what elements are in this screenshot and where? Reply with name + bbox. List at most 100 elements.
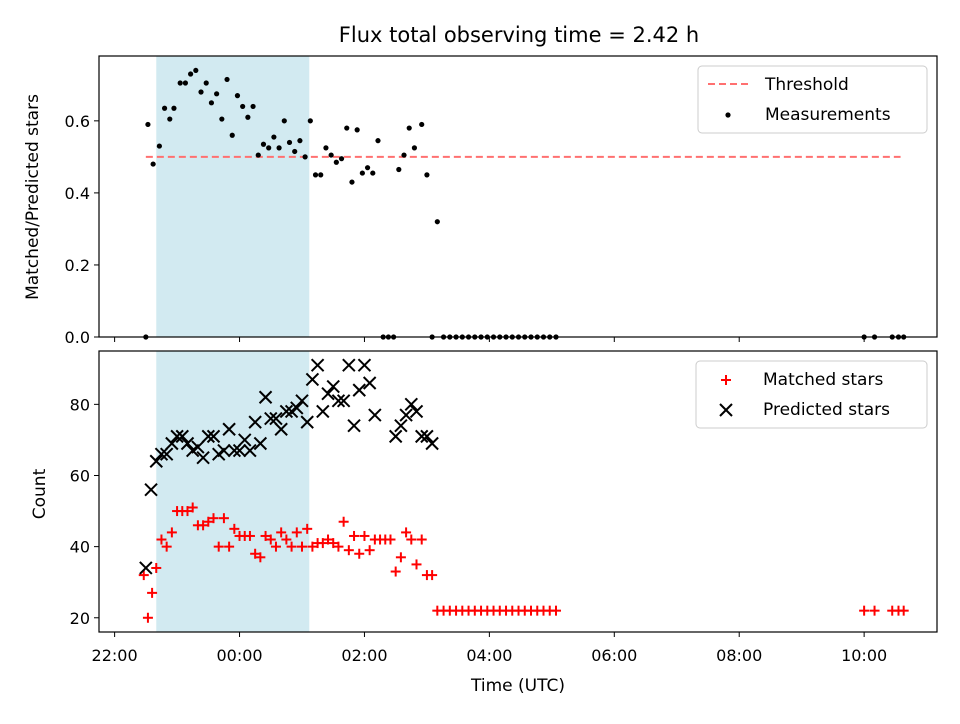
predicted-star-point — [232, 443, 247, 458]
matched-star-point — [270, 541, 281, 552]
top-y-tick-label: 0.0 — [65, 328, 90, 347]
predicted-star-point — [248, 415, 262, 429]
predicted-star-point — [347, 418, 361, 433]
matched-star-point — [244, 530, 255, 541]
predicted-star-point — [321, 386, 335, 401]
legend-measurements-swatch — [725, 112, 731, 118]
predicted-star-point — [201, 429, 216, 444]
predicted-star-point — [144, 483, 158, 497]
bottom-highlight-layer — [156, 351, 310, 632]
bottom-highlight-span — [156, 351, 310, 632]
bottom-y-tick-label: 60 — [70, 466, 90, 485]
predicted-star-point — [243, 443, 257, 458]
matched-star-point — [307, 541, 318, 552]
bottom-axes-layer: 20 40 60 80 22:00 00:00 02:00 04:00 06:00 08:00 10… — [70, 395, 888, 665]
legend-predicted-swatch — [719, 403, 733, 417]
predicted-star-point — [352, 383, 366, 397]
x-tick-label: 22:00 — [92, 646, 138, 665]
predicted-star-point — [399, 408, 413, 422]
matched-star-point — [898, 605, 909, 616]
measurement-point — [328, 152, 334, 158]
predicted-star-point — [331, 394, 346, 408]
predicted-star-point — [227, 443, 242, 458]
predicted-star-point — [279, 404, 294, 419]
measurement-point — [401, 152, 407, 158]
matched-star-point — [151, 562, 162, 573]
x-tick-label: 04:00 — [466, 646, 512, 665]
measurement-point — [424, 172, 430, 178]
matched-star-point — [401, 527, 412, 538]
measurement-point — [396, 166, 402, 173]
measurement-point — [333, 159, 339, 165]
predicted-star-point — [394, 418, 408, 433]
measurement-point — [312, 172, 319, 178]
matched-star-point — [286, 541, 297, 552]
predicted-star-point — [409, 404, 424, 419]
measurement-point — [307, 118, 313, 124]
bottom-plot-frame — [98, 350, 938, 633]
top-legend-box — [697, 65, 928, 134]
matched-star-point — [198, 520, 209, 531]
predicted-star-point — [165, 436, 179, 451]
measurement-point — [150, 161, 156, 167]
matched-star-point — [147, 587, 158, 598]
measurement-point — [276, 145, 282, 151]
matched-star-point — [156, 534, 167, 545]
matched-star-point — [138, 570, 149, 581]
measurement-point — [171, 105, 177, 111]
top-marks-layer — [143, 67, 907, 340]
measurement-point — [188, 71, 194, 77]
chart-title: Flux total observing time = 2.42 h — [339, 23, 699, 47]
matched-star-point — [550, 605, 561, 616]
measurement-point — [354, 127, 360, 133]
predicted-star-point — [420, 429, 434, 444]
predicted-star-point — [149, 454, 163, 468]
predicted-star-point — [425, 436, 439, 451]
measurement-point — [224, 76, 230, 83]
measurement-point — [240, 103, 246, 110]
measurement-point — [406, 125, 412, 131]
predicted-star-point — [253, 436, 268, 451]
legend-matched-label: Matched stars — [763, 370, 883, 390]
measurement-point — [161, 105, 168, 111]
matched-star-point — [161, 541, 172, 552]
legend-measurements-label: Measurements — [765, 105, 891, 125]
predicted-star-point — [336, 394, 351, 408]
legend-predicted-label: Predicted stars — [763, 400, 890, 420]
predicted-star-point — [368, 408, 382, 422]
matched-star-point — [338, 516, 349, 527]
bottom-legend-box — [695, 360, 928, 429]
bottom-y-tick-label: 80 — [70, 395, 90, 414]
matched-star-point — [302, 523, 313, 534]
measurement-point — [203, 80, 209, 86]
measurement-point — [434, 219, 440, 225]
x-tick-label: 02:00 — [341, 646, 387, 665]
predicted-star-point — [258, 390, 273, 404]
x-tick-label: 08:00 — [716, 646, 762, 665]
measurement-point — [177, 80, 183, 86]
predicted-star-point — [196, 451, 210, 465]
measurement-point — [302, 154, 308, 160]
predicted-star-point — [274, 422, 288, 436]
top-y-tick-label: 0.6 — [65, 112, 90, 131]
measurement-point — [359, 170, 365, 176]
matched-star-point — [281, 534, 292, 545]
bottom-y-tick-label: 40 — [70, 538, 90, 557]
measurement-point — [364, 165, 371, 171]
measurement-point — [245, 114, 251, 120]
matched-star-point — [323, 534, 334, 545]
top-plot-frame — [98, 55, 938, 338]
legend-matched-swatch — [721, 375, 731, 385]
measurement-point — [260, 141, 267, 147]
predicted-star-point — [238, 433, 252, 447]
matched-star-point — [224, 541, 235, 552]
bottom-legend: Matched stars Predicted stars — [695, 360, 928, 429]
matched-star-point — [395, 552, 406, 563]
measurement-point — [375, 138, 381, 144]
matched-star-point — [406, 534, 417, 545]
predicted-star-point — [264, 411, 278, 426]
matched-star-point — [182, 506, 193, 517]
matched-star-point — [229, 523, 240, 534]
matched-star-point — [859, 605, 870, 616]
